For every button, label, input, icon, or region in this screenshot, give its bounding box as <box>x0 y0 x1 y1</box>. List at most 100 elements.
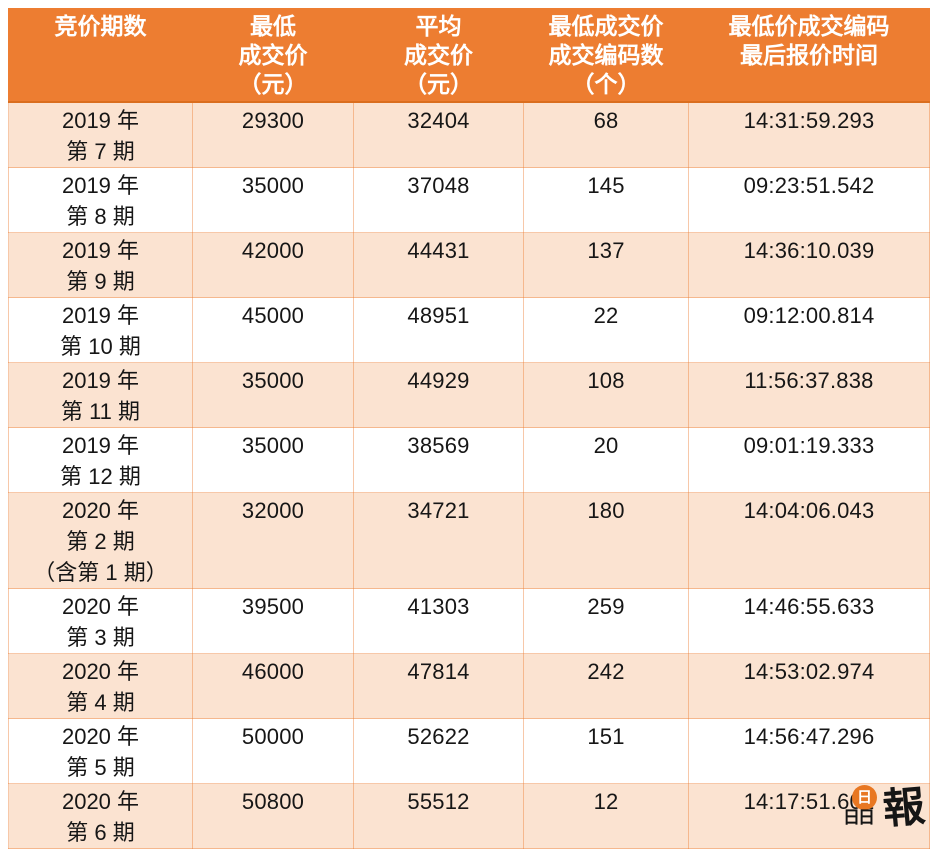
cell-last-quote-time: 14:46:55.633 <box>688 588 930 654</box>
column-header-line: （个） <box>571 71 641 97</box>
table-row: 2019 年第 7 期 29300 32404 68 14:31:59.293 <box>8 101 930 168</box>
cell-period-line: 第 7 期 <box>66 139 135 164</box>
cell-code-count: 108 <box>523 362 689 428</box>
cell-period-line: 2020 年 <box>61 724 140 749</box>
cell-code-count: 242 <box>523 653 689 719</box>
cell-period: 2020 年第 5 期 <box>8 718 193 784</box>
cell-min-price: 50800 <box>192 783 354 849</box>
table-header-row: 竞价期数 最低 成交价 （元） 平均 成交价 （元） 最低成交价 成交编码数 （个） 最低价成交编码… <box>8 8 930 103</box>
cell-min-price: 35000 <box>192 362 354 428</box>
cell-last-quote-time: 14:31:59.293 <box>688 101 930 168</box>
cell-period-line: 第 8 期 <box>66 204 135 229</box>
cell-last-quote-time: 14:56:47.296 <box>688 718 930 784</box>
cell-avg-price: 44431 <box>353 232 524 298</box>
cell-avg-price: 48951 <box>353 297 524 363</box>
table-row: 2019 年第 11 期 35000 44929 108 11:56:37.838 <box>8 362 930 428</box>
cell-min-price: 35000 <box>192 427 354 493</box>
column-header-last_quote_time: 最低价成交编码 最后报价时间 <box>688 8 930 103</box>
logo-sun-circle-icon: 日 <box>852 785 877 810</box>
cell-avg-price: 52622 <box>353 718 524 784</box>
cell-period: 2019 年第 10 期 <box>8 297 193 363</box>
cell-avg-price: 47814 <box>353 653 524 719</box>
cell-period-line: 2020 年 <box>61 789 140 814</box>
cell-code-count: 145 <box>523 167 689 233</box>
cell-avg-price: 38569 <box>353 427 524 493</box>
cell-last-quote-time: 14:04:06.043 <box>688 492 930 589</box>
logo-jing-bottom-chars: 日日 <box>843 808 875 827</box>
cell-period: 2020 年第 6 期 <box>8 783 193 849</box>
cell-code-count: 20 <box>523 427 689 493</box>
logo-jing-character: 日 日日 <box>843 784 883 836</box>
cell-period-line: 第 12 期 <box>60 464 141 489</box>
cell-period: 2019 年第 7 期 <box>8 101 193 168</box>
cell-period-line: 第 2 期 <box>66 529 135 554</box>
cell-period-line: 2020 年 <box>61 594 140 619</box>
cell-period-line: 2019 年 <box>61 368 140 393</box>
table-row: 2020 年第 5 期 50000 52622 151 14:56:47.296 <box>8 718 930 784</box>
cell-period-line: 第 3 期 <box>66 625 135 650</box>
cell-period: 2019 年第 9 期 <box>8 232 193 298</box>
column-header-line: 竞价期数 <box>54 13 147 39</box>
column-header-line: 最低成交价 <box>548 13 664 39</box>
cell-code-count: 12 <box>523 783 689 849</box>
table-row: 2019 年第 10 期 45000 48951 22 09:12:00.814 <box>8 297 930 363</box>
cell-last-quote-time: 09:12:00.814 <box>688 297 930 363</box>
cell-min-price: 35000 <box>192 167 354 233</box>
table-row: 2019 年第 12 期 35000 38569 20 09:01:19.333 <box>8 427 930 493</box>
cell-period-line: 第 10 期 <box>60 334 141 359</box>
cell-code-count: 22 <box>523 297 689 363</box>
cell-code-count: 259 <box>523 588 689 654</box>
table-body: 2019 年第 7 期 29300 32404 68 14:31:59.293 2019 … <box>8 101 930 849</box>
jingbao-watermark-logo: 日 日日 報 <box>843 784 933 836</box>
cell-code-count: 68 <box>523 101 689 168</box>
cell-period-line: 2019 年 <box>61 173 140 198</box>
column-header-line: 成交价 <box>404 42 473 68</box>
cell-avg-price: 34721 <box>353 492 524 589</box>
cell-period-line: 2019 年 <box>61 303 140 328</box>
cell-period-line: 2019 年 <box>61 238 140 263</box>
cell-period: 2020 年第 2 期 （含第 1 期） <box>8 492 193 589</box>
table-row: 2020 年第 3 期 39500 41303 259 14:46:55.633 <box>8 588 930 654</box>
cell-min-price: 50000 <box>192 718 354 784</box>
cell-period-line: 2020 年 <box>61 659 140 684</box>
table-row: 2020 年第 4 期 46000 47814 242 14:53:02.974 <box>8 653 930 719</box>
cell-avg-price: 41303 <box>353 588 524 654</box>
cell-min-price: 29300 <box>192 101 354 168</box>
cell-code-count: 151 <box>523 718 689 784</box>
cell-period: 2020 年第 4 期 <box>8 653 193 719</box>
cell-last-quote-time: 09:01:19.333 <box>688 427 930 493</box>
cell-min-price: 46000 <box>192 653 354 719</box>
cell-period-line: 2020 年 <box>61 498 140 523</box>
table-row: 2020 年第 6 期 50800 55512 12 14:17:51.601 <box>8 783 930 849</box>
cell-code-count: 180 <box>523 492 689 589</box>
column-header-line: 平均 <box>415 13 462 39</box>
cell-code-count: 137 <box>523 232 689 298</box>
cell-avg-price: 44929 <box>353 362 524 428</box>
table-row: 2020 年第 2 期 （含第 1 期） 32000 34721 180 14:04:06… <box>8 492 930 589</box>
cell-avg-price: 55512 <box>353 783 524 849</box>
cell-min-price: 42000 <box>192 232 354 298</box>
cell-period-line: 第 6 期 <box>66 820 135 845</box>
column-header-line: 最低价成交编码 <box>728 13 890 39</box>
cell-period-line: 2019 年 <box>61 433 140 458</box>
cell-avg-price: 37048 <box>353 167 524 233</box>
table-row: 2019 年第 9 期 42000 44431 137 14:36:10.039 <box>8 232 930 298</box>
column-header-line: 成交编码数 <box>548 42 664 68</box>
cell-period: 2019 年第 11 期 <box>8 362 193 428</box>
logo-bao-character: 報 <box>881 784 927 834</box>
cell-last-quote-time: 11:56:37.838 <box>688 362 930 428</box>
cell-period-line: （含第 1 期） <box>33 560 168 585</box>
bidding-results-table: 竞价期数 最低 成交价 （元） 平均 成交价 （元） 最低成交价 成交编码数 （个） 最低价成交编码… <box>8 8 930 849</box>
column-header-line: （元） <box>238 71 308 97</box>
cell-period: 2019 年第 12 期 <box>8 427 193 493</box>
column-header-line: 成交价 <box>238 42 308 68</box>
cell-avg-price: 32404 <box>353 101 524 168</box>
column-header-line: 最低 <box>250 13 296 39</box>
table-header: 竞价期数 最低 成交价 （元） 平均 成交价 （元） 最低成交价 成交编码数 （个） 最低价成交编码… <box>8 8 930 103</box>
column-header-period: 竞价期数 <box>8 8 193 103</box>
column-header-avg_price: 平均 成交价 （元） <box>353 8 524 103</box>
column-header-line: 最后报价时间 <box>740 42 878 68</box>
cell-period-line: 2019 年 <box>61 108 140 133</box>
cell-period-line: 第 11 期 <box>60 399 141 424</box>
